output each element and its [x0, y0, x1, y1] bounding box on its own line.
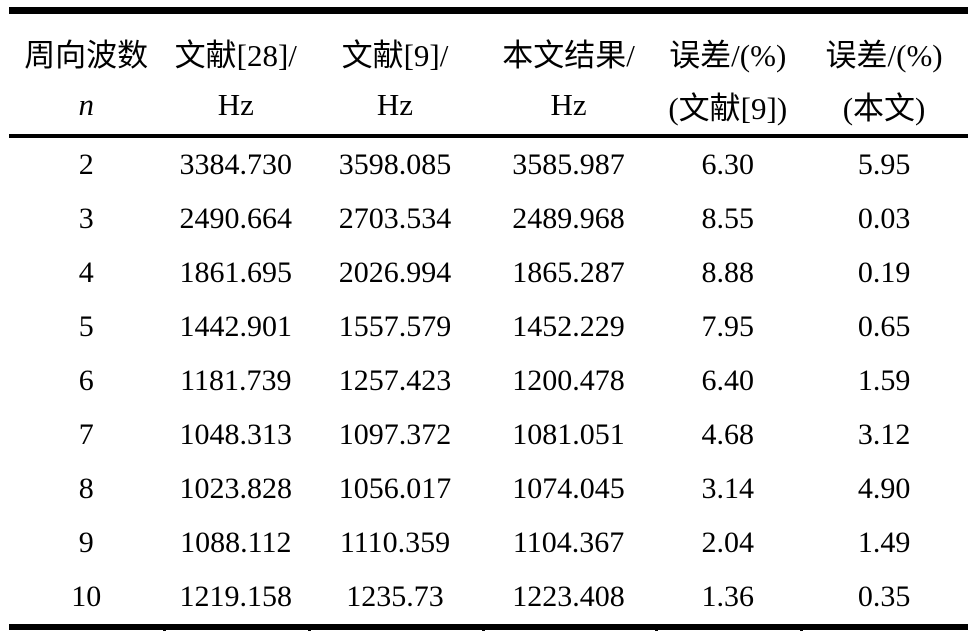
table-cell: 1104.367	[512, 526, 625, 559]
table-cell: 8	[78, 472, 94, 505]
table-cell: 4.90	[857, 472, 911, 505]
table-row: 8 1023.828 1056.017 1074.045 3.14 4.90	[9, 462, 968, 516]
col-header-ref28: 文献[28]/	[174, 37, 297, 73]
col-header-wave-number: 周向波数	[24, 37, 149, 73]
table-cell: 0.03	[857, 202, 911, 235]
table-cell: 5.95	[857, 148, 911, 181]
col-subheader-hz-1: Hz	[163, 82, 309, 138]
table-cell: 8.88	[701, 256, 754, 289]
col-header-this-paper: 本文结果/	[502, 37, 635, 73]
table-cell: 1056.017	[338, 472, 452, 505]
table-cell: 2489.968	[512, 202, 625, 235]
table-row: 5 1442.901 1557.579 1452.229 7.95 0.65	[9, 300, 968, 354]
table-cell: 2703.534	[338, 202, 452, 235]
table-row: 4 1861.695 2026.994 1865.287 8.88 0.19	[9, 246, 968, 300]
col-subheader-hz-2: Hz	[308, 82, 482, 138]
table-cell: 2490.664	[179, 202, 293, 235]
table-cell: 1257.423	[338, 364, 452, 397]
table-cell: 1442.901	[179, 310, 293, 343]
table-cell: 1865.287	[512, 256, 625, 289]
table-cell: 3.12	[857, 418, 911, 451]
table-row: 2 3384.730 3598.085 3585.987 6.30 5.95	[9, 136, 968, 192]
table-cell: 0.19	[857, 256, 911, 289]
table-cell: 1081.051	[512, 418, 625, 451]
table-cell: 1048.313	[179, 418, 293, 451]
table-cell: 6.30	[701, 148, 754, 181]
table-cell: 8.55	[701, 202, 754, 235]
table-cell: 1235.73	[346, 580, 444, 613]
table-cell: 1088.112	[180, 526, 292, 559]
table-cell: 6	[78, 364, 94, 397]
table-cell: 3.14	[701, 472, 754, 505]
col-subheader-hz-3: Hz	[481, 82, 656, 138]
table-header: 周向波数 文献[28]/ 文献[9]/ 本文结果/ 误差/(%) 误差/(%) …	[9, 11, 968, 138]
table-cell: 1.49	[857, 526, 911, 559]
table-cell: 0.65	[857, 310, 911, 343]
table-row: 3 2490.664 2703.534 2489.968 8.55 0.03	[9, 192, 968, 246]
table-cell: 1557.579	[338, 310, 452, 343]
table-cell: 1023.828	[179, 472, 293, 505]
table-cell: 10	[71, 580, 102, 613]
table-cell: 5	[78, 310, 94, 343]
table-cell: 1181.739	[180, 364, 292, 397]
table-cell: 7	[78, 418, 94, 451]
table-row: 10 1219.158 1235.73 1223.408 1.36 0.35	[9, 570, 968, 627]
table-cell: 1074.045	[512, 472, 625, 505]
results-table-wrap: 周向波数 文献[28]/ 文献[9]/ 本文结果/ 误差/(%) 误差/(%) …	[9, 7, 968, 631]
table-cell: 1452.229	[512, 310, 625, 343]
results-table: 周向波数 文献[28]/ 文献[9]/ 本文结果/ 误差/(%) 误差/(%) …	[9, 7, 968, 630]
col-header-ref9: 文献[9]/	[341, 37, 449, 73]
col-subheader-ref9-label: (文献[9])	[655, 82, 801, 138]
table-cell: 4	[78, 256, 94, 289]
col-subheader-this-label: (本文)	[800, 82, 968, 138]
table-cell: 1219.158	[179, 580, 293, 613]
table-cell: 1.36	[701, 580, 754, 613]
table-cell: 2026.994	[338, 256, 452, 289]
table-cell: 3	[78, 202, 94, 235]
table-row: 9 1088.112 1110.359 1104.367 2.04 1.49	[9, 516, 968, 570]
table-cell: 1097.372	[338, 418, 452, 451]
table-cell: 1110.359	[339, 526, 451, 559]
table-cell: 1.59	[857, 364, 911, 397]
table-cell: 2	[78, 148, 94, 181]
table-cell: 7.95	[701, 310, 754, 343]
table-row: 6 1181.739 1257.423 1200.478 6.40 1.59	[9, 354, 968, 408]
table-cell: 1223.408	[512, 580, 625, 613]
table-cell: 3384.730	[179, 148, 293, 181]
table-cell: 1200.478	[512, 364, 625, 397]
table-cell: 4.68	[701, 418, 754, 451]
header-row-1: 周向波数 文献[28]/ 文献[9]/ 本文结果/ 误差/(%) 误差/(%)	[9, 11, 968, 83]
table-cell: 6.40	[701, 364, 754, 397]
col-header-error-this: 误差/(%)	[825, 37, 943, 73]
table-body: 2 3384.730 3598.085 3585.987 6.30 5.95 3 2490.6…	[9, 136, 968, 627]
col-header-error-ref9: 误差/(%)	[669, 37, 787, 73]
table-cell: 3585.987	[512, 148, 625, 181]
col-subheader-n: n	[9, 82, 164, 138]
table-row: 7 1048.313 1097.372 1081.051 4.68 3.12	[9, 408, 968, 462]
table-cell: 2.04	[701, 526, 754, 559]
table-cell: 3598.085	[338, 148, 452, 181]
table-cell: 1861.695	[179, 256, 293, 289]
header-row-2: n Hz Hz Hz (文献[9]) (本文)	[9, 82, 968, 138]
table-cell: 9	[78, 526, 94, 559]
table-cell: 0.35	[857, 580, 911, 613]
